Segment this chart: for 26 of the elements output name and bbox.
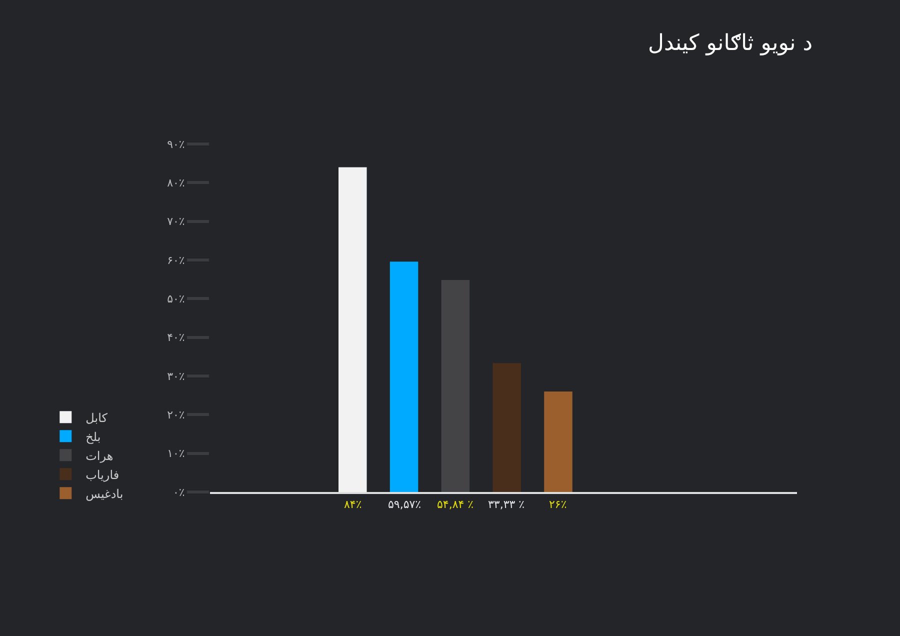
bar	[338, 167, 367, 492]
y-tick-label: ۵۰٪	[167, 292, 185, 306]
data-label: ۸۴٪	[344, 498, 362, 511]
y-tick-label: ۲۰٪	[167, 408, 185, 422]
y-tick-label: ۷۰٪	[167, 215, 185, 228]
legend-label: فاریاب	[86, 468, 120, 482]
y-tick-label: ۱۰٪	[167, 447, 185, 460]
data-label: ۲۶٪	[549, 498, 567, 511]
bar	[544, 391, 572, 492]
y-tick-label: ۴۰٪	[167, 331, 185, 344]
y-tick-label: ۳۰٪	[167, 370, 185, 383]
data-label: ۳۳,۳۳ ٪	[488, 498, 525, 511]
data-label: ۵۹,۵۷٪	[388, 498, 422, 511]
y-tick-label: ۸۰٪	[167, 176, 185, 190]
bar	[492, 363, 521, 492]
chart-title: د نویو ثاګانو کیندل	[648, 31, 813, 56]
bar	[390, 262, 418, 492]
y-tick-label: ۰٪	[172, 486, 185, 499]
y-tick-label: ۹۰٪	[167, 138, 185, 151]
y-tick-label: ۶۰٪	[167, 254, 185, 267]
legend-label: بادغیس	[86, 486, 124, 501]
legend-label: بلخ	[86, 430, 101, 444]
data-label: ۵۴,۸۴ ٪	[437, 498, 474, 511]
legend-label: هرات	[86, 448, 114, 463]
bar	[441, 280, 470, 492]
legend-label: کابل	[86, 410, 108, 425]
